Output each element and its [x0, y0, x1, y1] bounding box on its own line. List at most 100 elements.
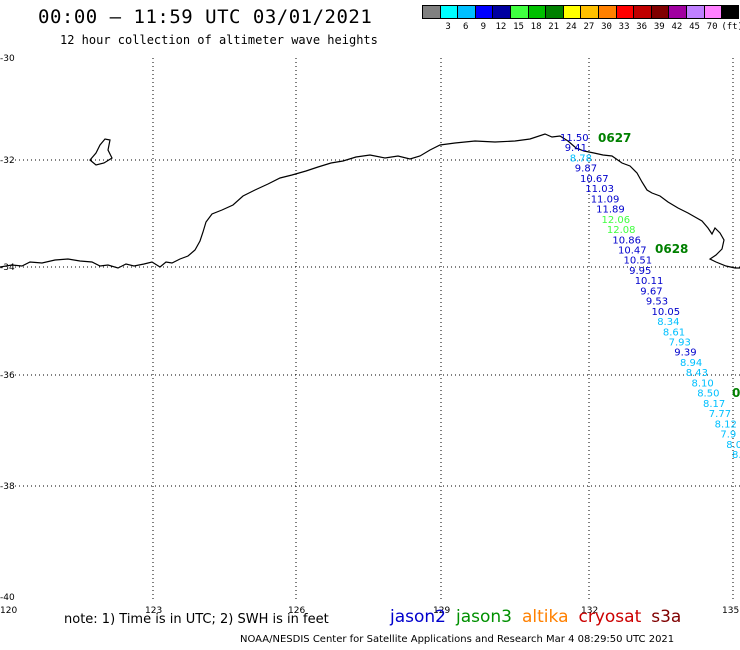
legend-label: 24	[565, 22, 577, 32]
y-tick-label: -32	[0, 156, 15, 166]
track-time-label-0627: 0627	[598, 131, 631, 145]
swh-value: 8.34	[657, 317, 679, 328]
x-tick-label: 135	[722, 606, 739, 616]
swh-value: 7.77	[709, 409, 731, 420]
legend-label: 33	[618, 22, 630, 32]
x-tick-label: 123	[145, 606, 162, 616]
satellite-legend: jason2 jason3 altika cryosat s3a	[390, 607, 681, 627]
track-time-label-0628: 0628	[655, 242, 688, 256]
legend-label: 18	[530, 22, 542, 32]
legend-swatch	[509, 5, 528, 19]
legend-swatch	[703, 5, 722, 19]
legend-swatch	[492, 5, 510, 19]
legend-swatch	[474, 5, 493, 19]
swh-value: 9.39	[674, 348, 696, 359]
swh-value: 12.08	[607, 225, 636, 236]
swh-value: 11.03	[585, 184, 614, 195]
legend-swatch	[580, 5, 598, 19]
x-tick-label: 132	[581, 606, 598, 616]
satellite-jason2: jason2	[390, 607, 446, 627]
satellite-altika: altika	[522, 607, 569, 627]
color-legend	[422, 5, 739, 19]
legend-swatch	[650, 5, 669, 19]
x-tick-label: 129	[433, 606, 450, 616]
legend-swatch	[685, 5, 704, 19]
swh-value: 8.10	[692, 378, 714, 389]
y-tick-label: -36	[0, 371, 15, 381]
legend-label: 9	[480, 22, 486, 32]
legend-swatch	[422, 5, 440, 19]
swh-value: 8.78	[570, 154, 592, 165]
island	[89, 138, 113, 166]
swh-value: 10.05	[652, 307, 681, 318]
legend-label: 12	[495, 22, 507, 32]
legend-swatch	[527, 5, 546, 19]
swh-value: 10.51	[624, 256, 653, 267]
swh-value: 8.12	[715, 419, 737, 430]
satellite-jason3: jason3	[456, 607, 512, 627]
legend-swatch	[633, 5, 651, 19]
coastline	[0, 133, 740, 269]
legend-swatch	[457, 5, 475, 19]
x-axis-labels: 120 123 126 129 132 135	[0, 606, 739, 616]
x-tick-label: 120	[0, 606, 17, 616]
legend-swatch	[562, 5, 581, 19]
x-tick-label: 126	[288, 606, 305, 616]
swh-value: 10.47	[618, 246, 647, 257]
swh-value: 10.11	[635, 276, 664, 287]
swh-value: 9.67	[640, 286, 662, 297]
swh-value: 11.89	[596, 205, 625, 216]
swh-value: 7.9	[720, 430, 736, 441]
legend-label: 30	[601, 22, 612, 32]
swh-value: 7.93	[669, 338, 691, 349]
legend-label: 70	[706, 22, 718, 32]
swh-value: 8.0	[726, 440, 740, 451]
legend-label: 21	[548, 22, 560, 32]
swh-value: 10.86	[612, 235, 641, 246]
legend-label: 45	[689, 22, 700, 32]
map-subtitle: 12 hour collection of altimeter wave hei…	[60, 33, 378, 47]
legend-label: 39	[653, 22, 665, 32]
gridlines	[15, 58, 740, 600]
legend-label: 36	[636, 22, 648, 32]
swh-value: 8.50	[697, 389, 719, 400]
swh-value: 8.94	[680, 358, 702, 369]
legend-swatch	[597, 5, 616, 19]
satellite-s3a: s3a	[651, 607, 682, 627]
y-tick-label: -30	[0, 54, 15, 64]
swh-value: 8.17	[703, 399, 725, 410]
swh-value: 11.50	[560, 133, 589, 144]
swh-value: 11.09	[591, 194, 620, 205]
y-axis-labels: -30 -32 -34 -36 -38 -40	[0, 54, 15, 603]
swh-value: 9.41	[565, 143, 587, 154]
legend-swatch	[439, 5, 458, 19]
legend-label: 3	[445, 22, 451, 32]
legend-label: 6	[462, 22, 469, 32]
credit-text: NOAA/NESDIS Center for Satellite Applica…	[240, 634, 675, 645]
swh-value: 12.06	[602, 215, 631, 226]
swh-value: 9.53	[646, 297, 668, 308]
legend-label: 27	[583, 22, 595, 32]
legend-swatch	[545, 5, 563, 19]
swh-value: 9.87	[575, 164, 597, 175]
swh-value: 9.95	[629, 266, 651, 277]
track-time-label-edge: 0	[732, 386, 740, 400]
swh-labels: 11.509.418.789.8710.6711.0311.0911.8912.…	[560, 133, 740, 461]
swh-value: 10.67	[580, 174, 609, 185]
swh-value: 8.61	[663, 327, 685, 338]
swh-value: 8.	[732, 450, 740, 461]
legend-swatch	[721, 5, 739, 19]
legend-swatch	[615, 5, 634, 19]
swh-value: 8.43	[686, 368, 708, 379]
map-title: 00:00 – 11:59 UTC 03/01/2021	[38, 6, 373, 28]
legend-unit: (ft)	[721, 22, 740, 32]
y-tick-label: -38	[0, 482, 15, 492]
legend-label: 15	[513, 22, 524, 32]
satellite-cryosat: cryosat	[578, 607, 642, 627]
note-text: note: 1) Time is in UTC; 2) SWH is in fe…	[64, 612, 329, 627]
y-tick-label: -34	[0, 263, 15, 273]
legend-swatch	[668, 5, 686, 19]
legend-label: 42	[671, 22, 683, 32]
y-tick-label: -40	[0, 593, 15, 603]
